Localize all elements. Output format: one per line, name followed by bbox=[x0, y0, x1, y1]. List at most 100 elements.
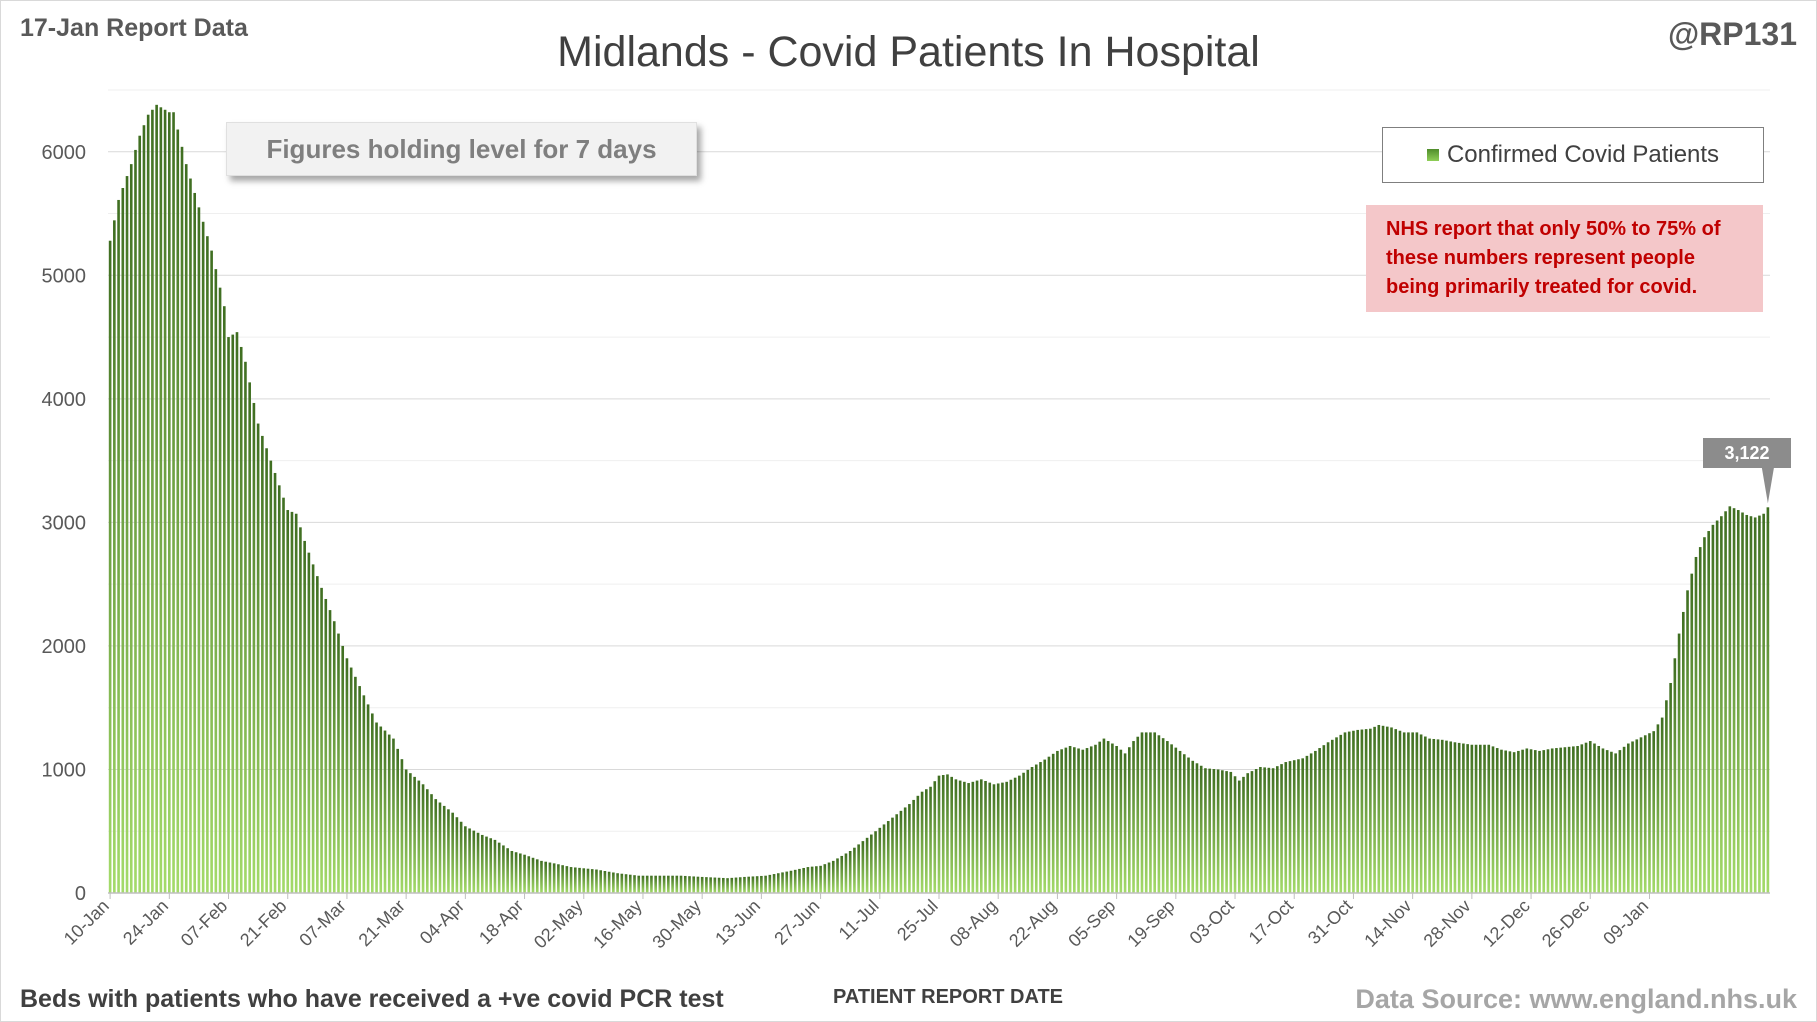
bar bbox=[1749, 516, 1753, 893]
bar bbox=[1199, 765, 1203, 893]
bar bbox=[1707, 531, 1710, 893]
x-tick-labels: 10-Jan 24-Jan 07-Feb 21-Feb 07-Mar 21-Mar 04-A… bbox=[60, 896, 1652, 953]
bar bbox=[971, 781, 975, 893]
bar bbox=[239, 346, 243, 894]
bar bbox=[277, 485, 281, 893]
bar bbox=[1669, 682, 1672, 893]
bar bbox=[125, 176, 129, 893]
bar bbox=[1504, 750, 1507, 893]
bar bbox=[870, 834, 873, 893]
bar bbox=[772, 874, 776, 893]
data-source: Data Source: www.england.nhs.uk bbox=[1355, 984, 1797, 1014]
bar bbox=[1119, 749, 1123, 893]
bar bbox=[1538, 750, 1541, 893]
bar bbox=[506, 848, 509, 893]
bar bbox=[307, 552, 311, 893]
bar bbox=[320, 587, 323, 893]
bar bbox=[1030, 766, 1034, 893]
bar bbox=[1089, 746, 1093, 893]
bar bbox=[789, 870, 793, 893]
bar bbox=[1597, 745, 1601, 893]
bar bbox=[1246, 773, 1250, 893]
bar bbox=[1715, 520, 1719, 893]
bar bbox=[738, 877, 742, 893]
bar bbox=[1018, 775, 1021, 893]
bar bbox=[865, 837, 869, 893]
bar bbox=[1115, 745, 1118, 893]
bar bbox=[117, 199, 120, 894]
x-tick-label: 10-Jan bbox=[60, 896, 113, 949]
bar bbox=[975, 780, 979, 893]
bar bbox=[231, 334, 235, 893]
author-handle: @RP131 bbox=[1667, 16, 1797, 52]
bar bbox=[1191, 760, 1195, 893]
bar bbox=[1402, 732, 1406, 893]
x-tick-label: 07-Mar bbox=[295, 896, 349, 950]
bar bbox=[1051, 753, 1055, 893]
x-axis-title: PATIENT REPORT DATE bbox=[833, 986, 1063, 1008]
bar bbox=[1335, 737, 1338, 893]
bar bbox=[1483, 744, 1486, 893]
bar bbox=[628, 874, 632, 893]
bar bbox=[438, 802, 442, 893]
bar bbox=[1745, 514, 1749, 893]
bar bbox=[1127, 747, 1131, 893]
bar bbox=[1411, 732, 1414, 893]
bar bbox=[743, 876, 746, 893]
bar bbox=[1436, 739, 1440, 893]
bar bbox=[675, 875, 679, 893]
bar bbox=[637, 875, 641, 893]
bar bbox=[984, 780, 987, 893]
bar bbox=[1432, 738, 1436, 893]
bar bbox=[535, 859, 539, 893]
bar bbox=[1276, 766, 1279, 893]
bar bbox=[472, 830, 476, 893]
note-line: these numbers represent people bbox=[1386, 247, 1695, 269]
bar bbox=[1584, 742, 1588, 893]
bar bbox=[595, 869, 598, 893]
bar bbox=[1094, 744, 1097, 893]
bar bbox=[417, 780, 421, 893]
bar bbox=[1056, 750, 1059, 893]
bar bbox=[485, 836, 488, 893]
bar bbox=[1322, 745, 1326, 893]
bar bbox=[1250, 771, 1254, 893]
bar bbox=[1453, 742, 1457, 893]
bar bbox=[1394, 729, 1398, 893]
bar bbox=[222, 306, 226, 893]
bar bbox=[1550, 748, 1554, 893]
bar bbox=[667, 875, 670, 893]
bar bbox=[248, 382, 251, 893]
x-tick-label: 27-Jun bbox=[770, 896, 823, 949]
bar bbox=[269, 460, 273, 893]
bar bbox=[1026, 769, 1030, 893]
x-tick-label: 21-Feb bbox=[236, 896, 290, 950]
bar bbox=[650, 875, 653, 893]
bar bbox=[1681, 611, 1685, 893]
bar bbox=[1064, 747, 1068, 893]
bar bbox=[760, 875, 763, 893]
bar bbox=[544, 861, 548, 893]
x-tick-label: 09-Jan bbox=[1599, 896, 1652, 949]
bar bbox=[1157, 735, 1161, 893]
bar bbox=[1013, 777, 1017, 893]
bar bbox=[1352, 730, 1355, 893]
bar bbox=[1106, 741, 1110, 893]
bar bbox=[1698, 547, 1702, 893]
bar bbox=[341, 645, 345, 893]
bar bbox=[540, 860, 543, 893]
bar bbox=[793, 869, 797, 893]
bar bbox=[1081, 749, 1085, 893]
holding-level-annotation: Figures holding level for 7 days bbox=[226, 122, 697, 176]
bar bbox=[1660, 717, 1664, 893]
bar bbox=[620, 873, 624, 893]
bar bbox=[1703, 537, 1706, 893]
bar bbox=[1085, 748, 1089, 893]
bar bbox=[810, 866, 814, 893]
bar bbox=[1144, 732, 1148, 893]
bar bbox=[1462, 743, 1465, 893]
x-tick-label: 22-Aug bbox=[1005, 896, 1060, 951]
note-line: being primarily treated for covid. bbox=[1386, 276, 1698, 298]
bar bbox=[764, 875, 767, 893]
bar bbox=[785, 871, 789, 893]
